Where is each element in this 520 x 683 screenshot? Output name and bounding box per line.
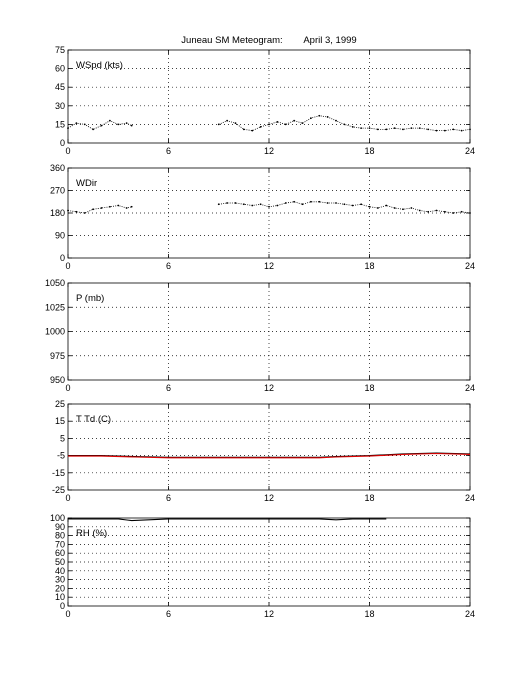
x-tick-label: 0 — [65, 609, 70, 619]
data-point — [130, 205, 133, 208]
data-point — [130, 124, 133, 127]
x-tick-label: 6 — [166, 146, 171, 156]
y-tick-label: 950 — [50, 375, 65, 385]
x-tick-label: 0 — [65, 261, 70, 271]
y-tick-label: 80 — [55, 531, 65, 541]
data-point — [443, 129, 446, 132]
y-tick-label: 10 — [55, 592, 65, 602]
y-tick-label: 1050 — [45, 278, 65, 288]
panel-label: RH (%) — [76, 528, 107, 539]
axes-frame — [67, 49, 471, 144]
x-tick-label: 6 — [166, 383, 171, 393]
data-point — [443, 210, 446, 213]
panel-4: 0 6 12 18 24 -25 -15 -5 5 15 25 T Td (C) — [52, 399, 475, 503]
panel-label: WDir — [76, 178, 97, 189]
x-tick-label: 12 — [264, 146, 274, 156]
data-point — [100, 207, 103, 209]
data-point — [226, 202, 229, 204]
y-tick-label: 90 — [55, 231, 65, 241]
x-tick-label: 12 — [264, 261, 274, 271]
x-tick-label: 24 — [465, 383, 475, 393]
data-point — [251, 129, 254, 132]
y-tick-label: 50 — [55, 557, 65, 567]
x-tick-label: 18 — [364, 261, 374, 271]
y-tick-label: 0 — [60, 253, 65, 263]
x-tick-label: 6 — [166, 493, 171, 503]
y-tick-label: 975 — [50, 351, 65, 361]
x-tick-label: 6 — [166, 609, 171, 619]
x-tick-label: 12 — [264, 383, 274, 393]
y-tick-label: 70 — [55, 539, 65, 549]
y-tick-label: 5 — [60, 433, 65, 443]
y-tick-label: -25 — [52, 485, 65, 495]
data-point — [309, 200, 312, 203]
y-tick-label: 90 — [55, 522, 65, 532]
x-tick-label: 24 — [465, 146, 475, 156]
data-point — [469, 128, 471, 131]
x-tick-label: 24 — [465, 493, 475, 503]
x-tick-label: 0 — [65, 493, 70, 503]
series-line — [68, 518, 387, 522]
x-tick-label: 18 — [364, 146, 374, 156]
x-tick-label: 12 — [264, 609, 274, 619]
data-point — [368, 205, 371, 208]
y-tick-label: 60 — [55, 64, 65, 74]
y-tick-label: 25 — [55, 399, 65, 409]
data-point — [83, 212, 86, 214]
figure-title: Juneau SM Meteogram: — [181, 35, 282, 46]
y-tick-label: 20 — [55, 583, 65, 593]
panel-label: T Td (C) — [76, 414, 111, 425]
x-tick-label: 0 — [65, 383, 70, 393]
x-tick-label: 18 — [364, 383, 374, 393]
y-tick-label: 1025 — [45, 302, 65, 312]
y-tick-label: 180 — [50, 208, 65, 218]
data-point — [234, 202, 237, 204]
y-tick-label: -15 — [52, 468, 65, 478]
y-tick-label: 0 — [60, 138, 65, 148]
data-point — [242, 203, 245, 206]
x-tick-label: 6 — [166, 261, 171, 271]
data-point — [402, 128, 404, 131]
data-point — [376, 128, 379, 131]
y-tick-label: 100 — [50, 513, 65, 523]
y-tick-label: 60 — [55, 548, 65, 558]
data-point — [92, 208, 95, 211]
panel-1: 0 6 12 18 24 0 15 30 45 60 75 WSpd (kts) — [55, 45, 475, 156]
data-point — [318, 200, 321, 203]
y-tick-label: -5 — [57, 451, 65, 461]
panel-label: P (mb) — [76, 293, 104, 304]
y-tick-label: 75 — [55, 45, 65, 55]
series-trace — [218, 115, 471, 132]
x-tick-label: 12 — [264, 493, 274, 503]
y-tick-label: 0 — [60, 601, 65, 611]
y-tick-label: 30 — [55, 575, 65, 585]
panel-2: 0 6 12 18 24 0 90 180 270 360 WDir — [50, 163, 475, 271]
figure-date: April 3, 1999 — [303, 35, 356, 46]
x-tick-label: 0 — [65, 146, 70, 156]
y-tick-label: 1000 — [45, 327, 65, 337]
y-tick-label: 15 — [55, 416, 65, 426]
y-tick-label: 15 — [55, 119, 65, 129]
x-tick-label: 18 — [364, 493, 374, 503]
y-tick-label: 270 — [50, 186, 65, 196]
y-tick-label: 30 — [55, 101, 65, 111]
x-tick-label: 24 — [465, 261, 475, 271]
data-point — [385, 128, 388, 131]
data-point — [435, 129, 438, 132]
x-tick-label: 18 — [364, 609, 374, 619]
x-tick-label: 24 — [465, 609, 475, 619]
series-trace — [67, 120, 132, 130]
y-tick-label: 360 — [50, 163, 65, 173]
series-trace — [218, 201, 471, 214]
y-tick-label: 45 — [55, 82, 65, 92]
panel-label: WSpd (kts) — [76, 60, 123, 71]
panel-3: 0 6 12 18 24 950 975 1000 1025 1050 P (mb) — [45, 278, 475, 393]
series-trace — [67, 205, 132, 214]
series-line — [68, 452, 471, 459]
data-point — [217, 203, 220, 206]
y-tick-label: 40 — [55, 566, 65, 576]
